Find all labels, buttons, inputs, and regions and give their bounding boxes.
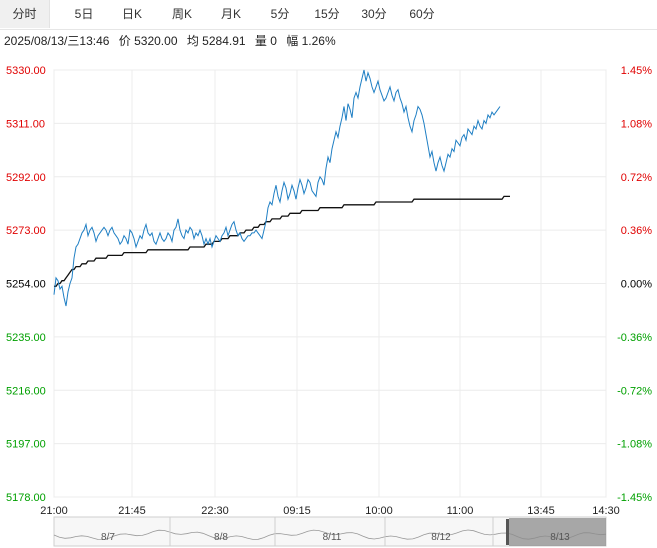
- tab-intraday[interactable]: 分时: [0, 0, 50, 28]
- y-tick-label: 5216.00: [6, 385, 46, 397]
- period-tabs: 分时 5日 日K 周K 月K 5分 15分 30分 60分: [0, 0, 657, 30]
- avg-price-line: [54, 195, 510, 287]
- x-tick-label: 10:00: [365, 505, 393, 517]
- pct-tick-label: -0.72%: [617, 385, 652, 397]
- pct-tick-label: 1.45%: [621, 65, 652, 77]
- quote-average: 均 5284.91: [186, 34, 246, 48]
- navigator-selection: [509, 518, 606, 546]
- pct-tick-label: -1.45%: [617, 492, 652, 504]
- tab-60min[interactable]: 60分: [409, 7, 435, 21]
- quote-volume: 量 0: [254, 34, 277, 48]
- quote-change: 幅 1.26%: [286, 34, 336, 48]
- navigator-day-label: 8/7: [101, 532, 115, 543]
- pct-tick-label: 0.72%: [621, 172, 652, 184]
- pct-tick-label: 1.08%: [621, 118, 652, 130]
- tab-weekly-k[interactable]: 周K: [171, 7, 192, 21]
- navigator-handle: [506, 519, 509, 545]
- pct-tick-label: 0.00%: [621, 279, 652, 291]
- x-tick-label: 22:30: [201, 505, 229, 517]
- x-tick-label: 14:30: [592, 505, 620, 517]
- quote-info-bar: 2025/08/13/三13:46 价 5320.00 均 5284.91 量 …: [4, 33, 342, 49]
- navigator-day-label: 8/11: [323, 532, 342, 543]
- tab-daily-k[interactable]: 日K: [121, 7, 142, 21]
- y-tick-label: 5178.00: [6, 492, 46, 504]
- navigator-day-label: 8/12: [431, 532, 451, 543]
- x-tick-label: 13:45: [527, 505, 555, 517]
- price-line: [53, 69, 501, 307]
- y-tick-label: 5235.00: [6, 332, 46, 344]
- x-tick-label: 21:00: [40, 505, 68, 517]
- y-tick-label: 5254.00: [6, 279, 46, 291]
- pct-tick-label: 0.36%: [621, 225, 652, 237]
- x-tick-label: 21:45: [118, 505, 146, 517]
- quote-datetime: 2025/08/13/三13:46: [4, 34, 110, 48]
- y-tick-label: 5197.00: [6, 439, 46, 451]
- tab-15min[interactable]: 15分: [314, 7, 340, 21]
- x-tick-label: 11:00: [447, 505, 474, 517]
- y-tick-label: 5292.00: [6, 172, 46, 184]
- tab-30min[interactable]: 30分: [361, 7, 387, 21]
- x-tick-label: 09:15: [283, 505, 311, 517]
- tab-5min[interactable]: 5分: [270, 7, 290, 21]
- navigator-day-label: 8/8: [214, 532, 228, 543]
- quote-price: 价 5320.00: [118, 34, 178, 48]
- tab-monthly-k[interactable]: 月K: [220, 7, 241, 21]
- pct-tick-label: -0.36%: [617, 332, 652, 344]
- y-tick-label: 5273.00: [6, 225, 46, 237]
- y-tick-label: 5311.00: [6, 118, 45, 130]
- pct-tick-label: -1.08%: [617, 439, 652, 451]
- tab-5day[interactable]: 5日: [74, 7, 94, 21]
- navigator-day-label: 8/13: [550, 532, 570, 543]
- y-tick-label: 5330.00: [6, 65, 46, 77]
